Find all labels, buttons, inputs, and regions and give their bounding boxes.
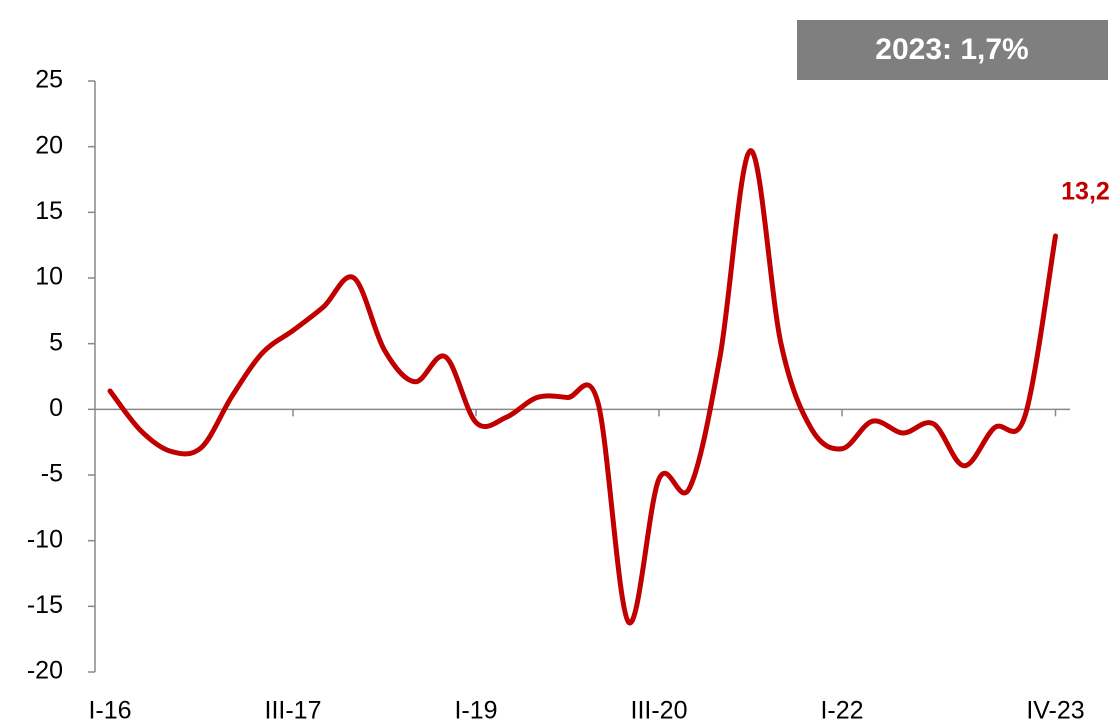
annotation-box	[797, 20, 1108, 80]
x-tick-label: I-19	[454, 697, 497, 725]
y-tick-label: -5	[41, 460, 63, 488]
y-tick-label: 20	[35, 131, 63, 159]
y-tick-label: -10	[27, 525, 63, 553]
data-line	[107, 148, 1058, 626]
x-tick-label: I-16	[88, 697, 131, 725]
x-tick-label: IV-23	[1026, 697, 1084, 725]
y-tick-label: -15	[27, 591, 63, 619]
y-tick-label: 10	[35, 263, 63, 291]
x-tick-label: III-17	[265, 697, 322, 725]
x-tick-label: III-20	[631, 697, 688, 725]
y-tick-label: 0	[49, 394, 63, 422]
x-tick-label: I-22	[820, 697, 863, 725]
y-tick-label: -20	[27, 657, 63, 685]
data-label: 13,2	[1061, 178, 1110, 206]
y-tick-label: 5	[49, 328, 63, 356]
annotation: 2023: 1,7%	[875, 33, 1028, 66]
y-tick-label: 15	[35, 197, 63, 225]
y-tick-label: 25	[35, 66, 63, 94]
